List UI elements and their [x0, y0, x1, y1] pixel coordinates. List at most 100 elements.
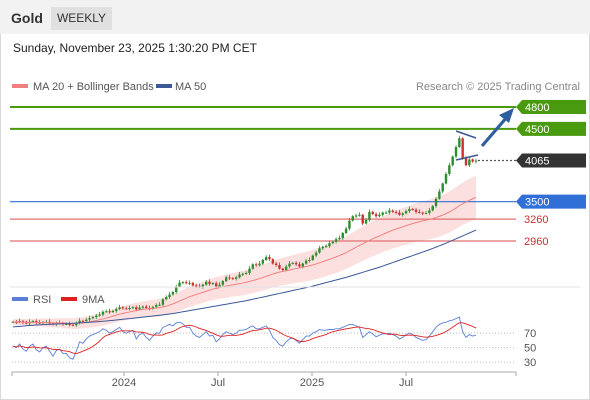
- candle-body: [158, 304, 161, 306]
- candle-body: [408, 208, 411, 212]
- candle-body: [428, 210, 431, 213]
- x-tick-label: Jul: [399, 377, 413, 389]
- candle-body: [458, 138, 461, 148]
- x-tick-label: Jul: [211, 377, 225, 389]
- candle-body: [471, 159, 474, 162]
- candle-body: [398, 212, 401, 215]
- candle-body: [248, 268, 251, 274]
- candle-body: [75, 323, 78, 326]
- candle-body: [254, 264, 258, 266]
- candle-body: [91, 317, 95, 319]
- level-label-4500: 4500: [525, 124, 549, 136]
- candle-body: [464, 157, 468, 166]
- candle-body: [438, 191, 441, 199]
- level-label-4800: 4800: [525, 102, 549, 114]
- candle-body: [364, 219, 368, 224]
- annotations: [455, 108, 514, 161]
- candle-body: [145, 306, 148, 308]
- candle-body: [31, 321, 35, 323]
- candle-body: [155, 305, 158, 307]
- candle-body: [328, 243, 331, 247]
- candle-body: [441, 183, 444, 192]
- candle-body: [301, 263, 304, 267]
- candle-body: [431, 206, 434, 211]
- timeframe-tab[interactable]: WEEKLY: [51, 7, 112, 30]
- candle-body: [35, 321, 38, 323]
- level-tag-4800: [516, 100, 586, 114]
- candle-body: [241, 273, 245, 275]
- candle-body: [334, 239, 338, 242]
- level-label-4065: 4065: [525, 156, 549, 168]
- candle-body: [341, 232, 344, 239]
- rsi-panel: 70 50 30: [12, 316, 536, 369]
- candle-body: [121, 307, 125, 309]
- candle-body: [195, 285, 198, 287]
- candle-body: [391, 210, 394, 212]
- asset-title: Gold: [11, 10, 43, 26]
- candle-body: [98, 314, 101, 316]
- pennant-upper-line: [455, 130, 477, 139]
- level-label-2960: 2960: [524, 236, 548, 248]
- candle-body: [421, 212, 424, 214]
- candle-body: [95, 315, 98, 318]
- legend-label-ma50: MA 50: [175, 81, 206, 93]
- candle-body: [204, 281, 208, 285]
- candle-body: [314, 252, 318, 256]
- candle-body: [308, 259, 311, 261]
- candle-body: [304, 260, 308, 264]
- candle-body: [138, 307, 141, 310]
- ma20-line: [12, 196, 477, 325]
- candle-body: [68, 324, 71, 326]
- candle-body: [454, 147, 458, 157]
- candle-body: [101, 311, 105, 315]
- candle-body: [221, 281, 225, 285]
- candle-body: [108, 311, 111, 313]
- candle-body: [151, 306, 155, 309]
- level-tag-4500: [516, 121, 586, 136]
- x-axis: 2024 Jul 2025 Jul: [11, 372, 517, 389]
- candle-body: [374, 214, 378, 217]
- candle-body: [105, 311, 108, 313]
- candle-body: [371, 211, 374, 215]
- candle-body: [444, 174, 448, 184]
- candle-body: [271, 259, 275, 264]
- candle-body: [368, 211, 371, 220]
- candle-body: [258, 263, 261, 266]
- candle-body: [188, 282, 191, 284]
- rsi-level-label-70: 70: [524, 328, 536, 340]
- level-label-3260: 3260: [524, 214, 548, 226]
- candle-body: [171, 291, 175, 295]
- candle-body: [65, 324, 68, 326]
- candle-body: [361, 214, 364, 224]
- candle-body: [274, 263, 278, 266]
- candle-body: [85, 319, 88, 322]
- candle-body: [71, 324, 75, 326]
- candle-body: [211, 283, 215, 285]
- candle-body: [351, 216, 354, 221]
- candle-body: [284, 266, 288, 271]
- candle-body: [214, 283, 218, 287]
- candle-body: [178, 282, 181, 287]
- level-labels: 4800 4500 4065 3500 3260 2960: [516, 100, 586, 248]
- level-label-3500: 3500: [525, 197, 549, 209]
- candle-body: [224, 277, 228, 282]
- candle-body: [394, 211, 398, 213]
- candle-body: [338, 238, 341, 240]
- candle-body: [261, 259, 265, 264]
- candle-body: [131, 307, 135, 309]
- ma50-line: [12, 229, 477, 328]
- candle-body: [298, 264, 301, 267]
- candle-body: [451, 156, 454, 166]
- candle-body: [234, 277, 238, 279]
- candle-body: [175, 286, 178, 292]
- moving-averages: [12, 196, 477, 328]
- candle-body: [264, 257, 268, 260]
- legend-swatch-ma20: [12, 84, 28, 88]
- candle-body: [448, 165, 451, 174]
- candle-body: [244, 273, 248, 275]
- candle-body: [358, 214, 361, 216]
- candle-body: [344, 228, 348, 233]
- candle-body: [81, 320, 85, 322]
- rsi-legend-label: RSI: [33, 294, 51, 306]
- candle-body: [434, 198, 438, 207]
